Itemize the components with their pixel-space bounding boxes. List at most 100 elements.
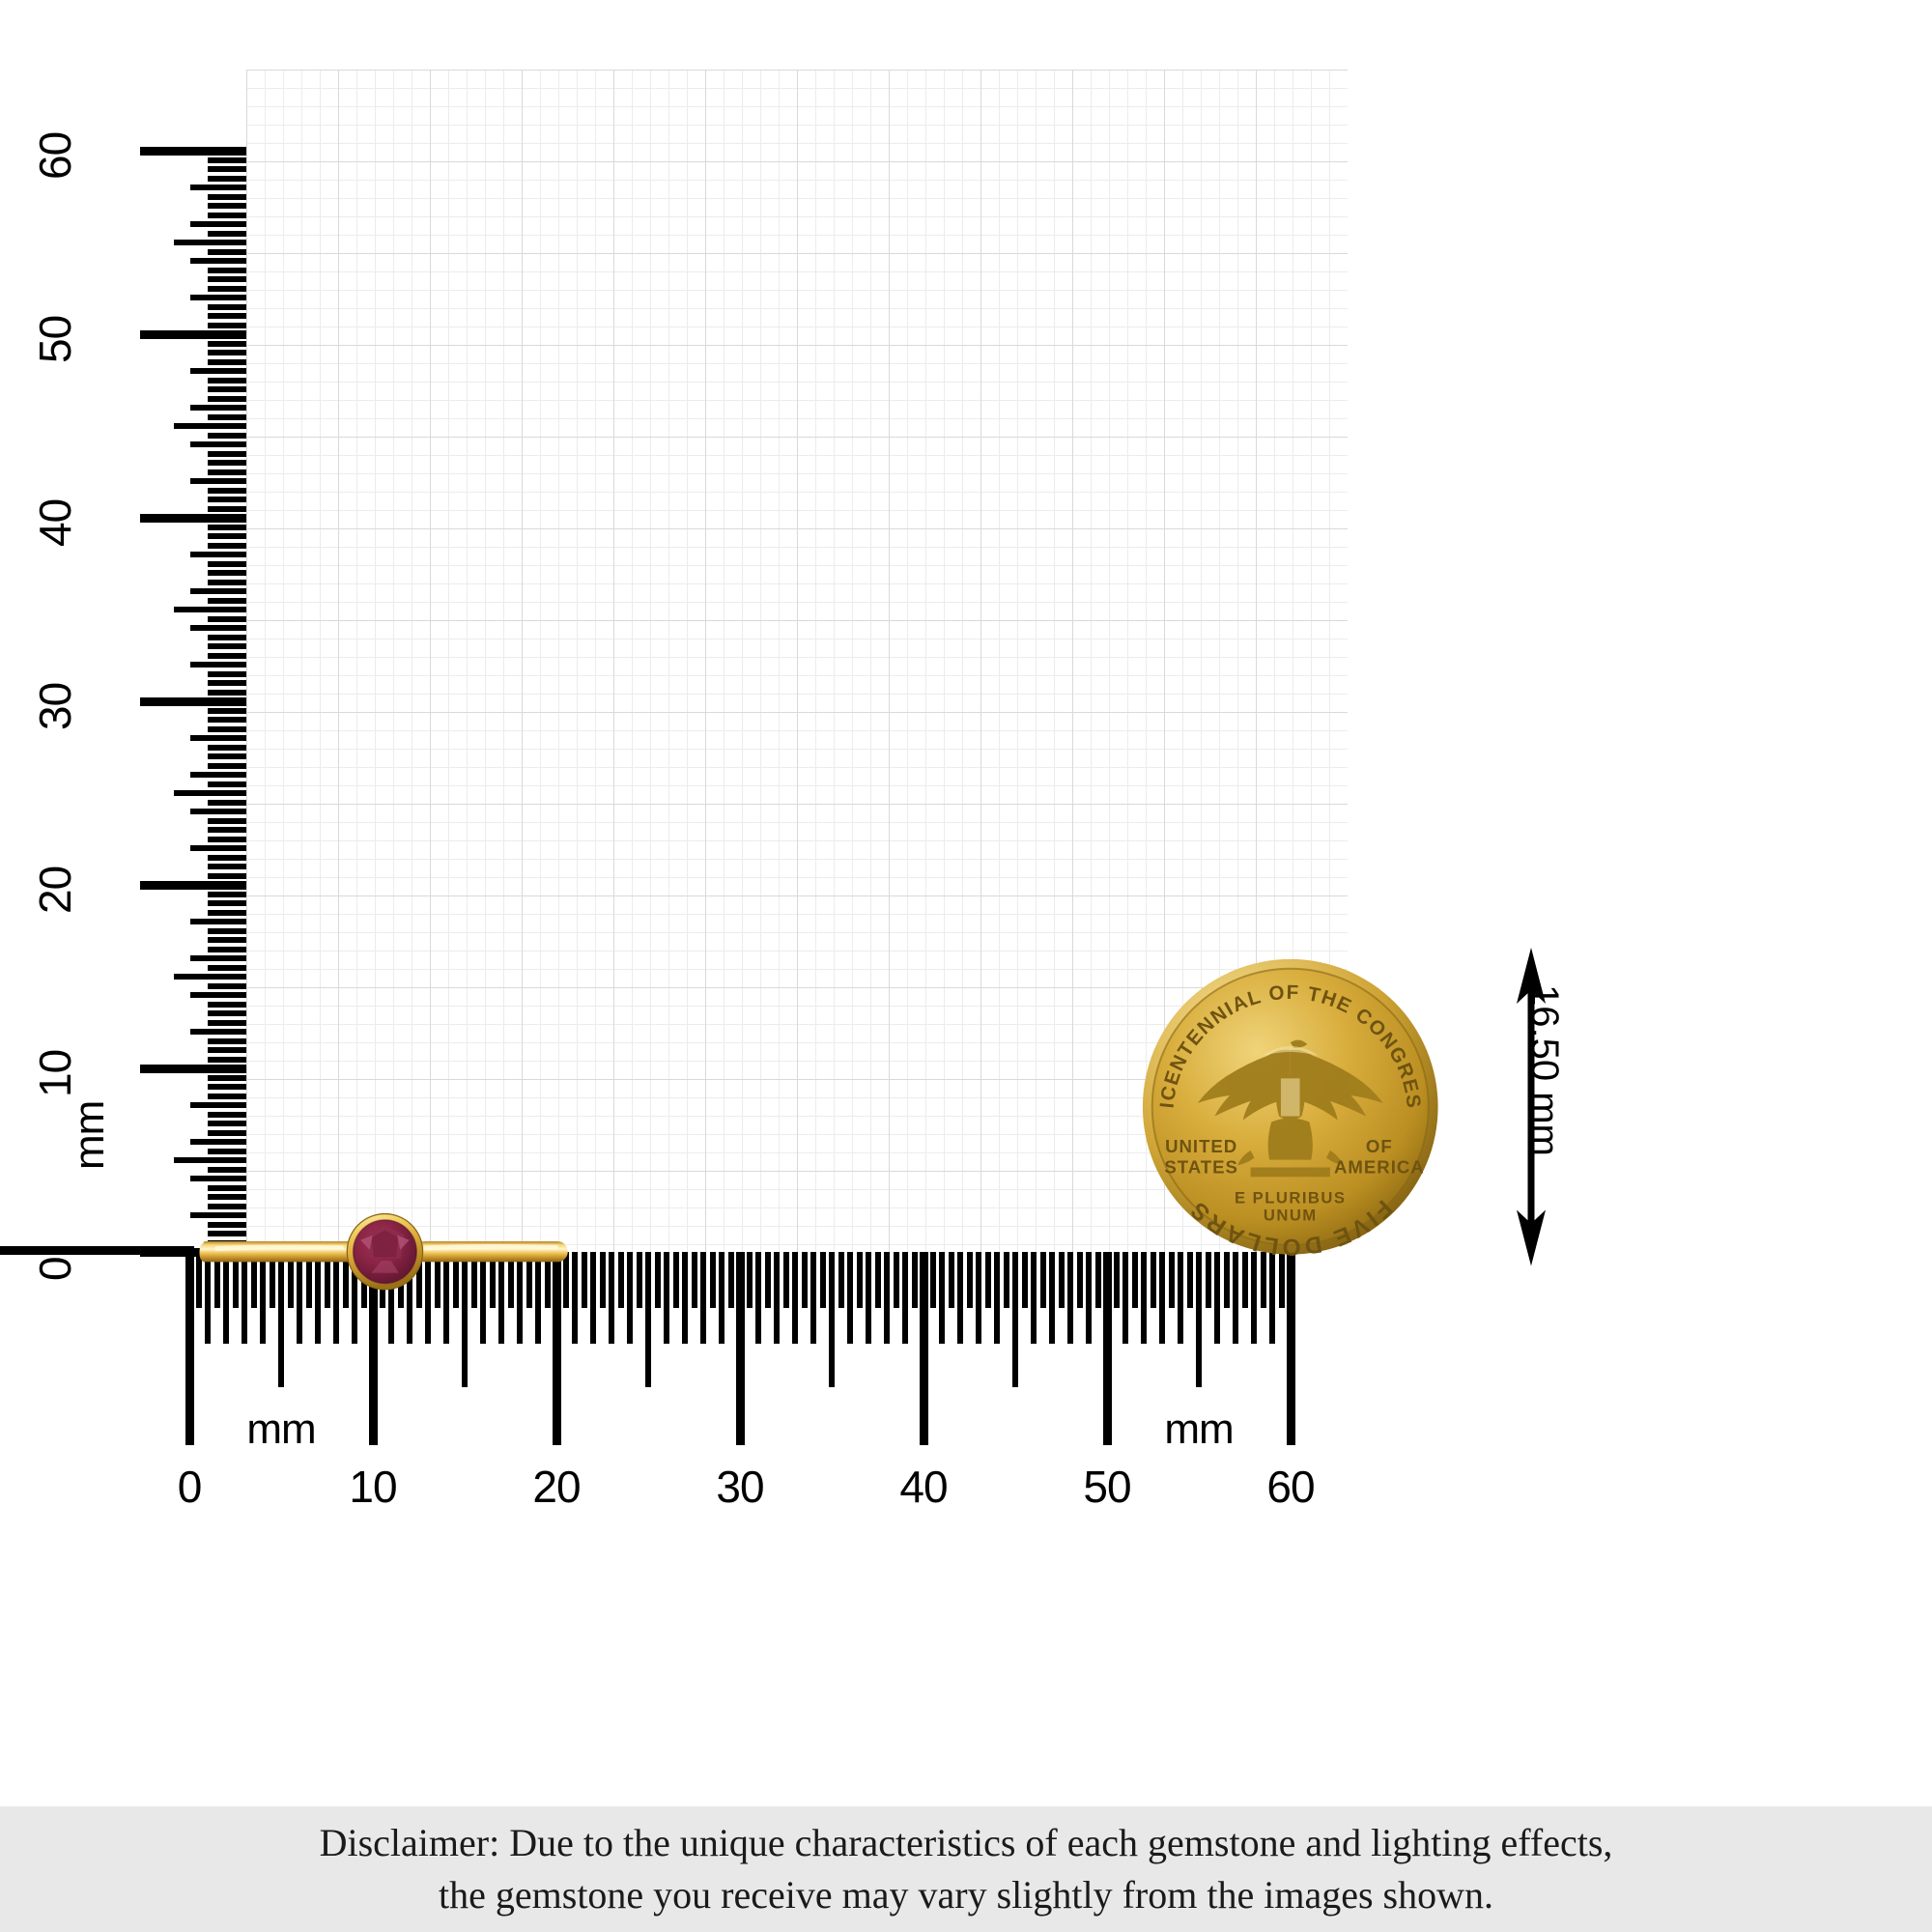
hruler-half-tick: [250, 1252, 257, 1308]
vruler-half-tick: [208, 1019, 246, 1026]
hruler-half-tick: [489, 1252, 496, 1308]
hruler-minor-tick: [352, 1252, 357, 1344]
hruler-mid-tick: [1196, 1252, 1202, 1387]
hruler-half-tick: [544, 1252, 551, 1308]
vruler-half-tick: [208, 1166, 246, 1173]
hruler-half-tick: [1241, 1252, 1248, 1308]
eagle-highlight: [1262, 1046, 1320, 1117]
vruler-half-tick: [208, 322, 246, 328]
vruler-half-tick: [208, 505, 246, 512]
hruler-half-tick: [746, 1252, 753, 1308]
hruler-mid-tick: [829, 1252, 835, 1387]
vruler-minor-tick: [190, 772, 246, 778]
vruler-minor-tick: [208, 386, 246, 392]
vruler-half-tick: [208, 1074, 246, 1081]
vruler-minor-tick: [190, 1176, 246, 1181]
coin-united-text: UNITED: [1165, 1136, 1237, 1156]
hruler-minor-tick: [810, 1252, 816, 1344]
hruler-minor-tick: [572, 1252, 578, 1344]
vruler-minor-tick: [190, 992, 246, 998]
vruler-half-tick: [208, 817, 246, 824]
vruler-minor-tick: [190, 735, 246, 741]
coin-states-text: STATES: [1165, 1156, 1239, 1177]
hruler-minor-tick: [480, 1252, 486, 1344]
vruler-half-tick: [208, 982, 246, 989]
vruler-minor-tick: [190, 405, 246, 411]
vruler-major-tick: [140, 513, 246, 523]
vruler-half-tick: [208, 597, 246, 604]
ring-product-image: [197, 1172, 575, 1323]
vruler-minor-tick: [190, 221, 246, 227]
vruler-minor-tick: [208, 276, 246, 282]
hruler-label: 10: [349, 1462, 397, 1512]
horizontal-ruler: 0 10 20 30 40 50 60 mm mm: [0, 1246, 1932, 1555]
vruler-half-tick: [208, 432, 246, 439]
hruler-half-tick: [636, 1252, 642, 1308]
vruler-half-tick: [208, 487, 246, 494]
hruler-half-tick: [415, 1252, 422, 1308]
hruler-half-tick: [966, 1252, 973, 1308]
hruler-minor-tick: [1159, 1252, 1165, 1344]
vruler-half-tick: [208, 799, 246, 806]
hruler-half-tick: [1003, 1252, 1009, 1308]
hruler-half-tick: [305, 1252, 312, 1308]
hruler-major-tick: [368, 1252, 378, 1445]
hruler-minor-tick: [884, 1252, 890, 1344]
ring-gemstone-bezel: [346, 1213, 423, 1291]
vruler-half-tick: [208, 762, 246, 769]
vruler-label: 40: [30, 498, 80, 547]
hruler-major-tick: [919, 1252, 928, 1445]
vertical-ruler: 60 50 40 30 20 10 0 mm: [0, 0, 251, 1281]
hruler-half-tick: [929, 1252, 936, 1308]
vruler-half-tick: [208, 854, 246, 861]
hruler-half-tick: [709, 1252, 716, 1308]
vruler-major-tick: [140, 1064, 246, 1073]
hruler-minor-tick: [1178, 1252, 1183, 1344]
vruler-minor-tick: [190, 919, 246, 924]
hruler-minor-tick: [407, 1252, 412, 1344]
hruler-half-tick: [819, 1252, 826, 1308]
ring-band: [199, 1241, 568, 1263]
hruler-minor-tick: [260, 1252, 266, 1344]
vruler-minor-tick: [208, 753, 246, 759]
hruler-minor-tick: [976, 1252, 981, 1344]
vruler-half-tick: [208, 836, 246, 842]
vruler-half-tick: [208, 891, 246, 897]
vruler-half-tick: [208, 689, 246, 696]
ruler-origin-corner: [0, 1246, 194, 1255]
hruler-label: 40: [899, 1462, 948, 1512]
vruler-half-tick: [208, 964, 246, 971]
disclaimer-banner: Disclaimer: Due to the unique characteri…: [0, 1806, 1932, 1932]
vruler-minor-tick: [208, 1231, 246, 1236]
vruler-mid-tick: [174, 607, 246, 612]
hruler-half-tick: [782, 1252, 789, 1308]
coin-diameter-label: 16.50 mm: [1522, 984, 1566, 1156]
hruler-half-tick: [1131, 1252, 1138, 1308]
hruler-minor-tick: [333, 1252, 339, 1344]
hruler-minor-tick: [902, 1252, 908, 1344]
vruler-half-tick: [208, 358, 246, 365]
hruler-minor-tick: [627, 1252, 633, 1344]
vruler-half-tick: [208, 377, 246, 384]
hruler-half-tick: [581, 1252, 587, 1308]
hruler-minor-tick: [994, 1252, 1000, 1344]
hruler-minor-tick: [223, 1252, 229, 1344]
vruler-half-tick: [208, 1056, 246, 1063]
ring-graphic: [199, 1213, 568, 1291]
vruler-half-tick: [208, 1093, 246, 1099]
vruler-half-tick: [208, 1203, 246, 1209]
hruler-half-tick: [874, 1252, 881, 1308]
hruler-half-tick: [1076, 1252, 1083, 1308]
vruler-minor-tick: [208, 864, 246, 869]
hruler-half-tick: [342, 1252, 349, 1308]
hruler-minor-tick: [755, 1252, 761, 1344]
hruler-label: 20: [532, 1462, 581, 1512]
vruler-half-tick: [208, 267, 246, 273]
vruler-minor-tick: [190, 625, 246, 631]
hruler-major-tick: [735, 1252, 745, 1445]
vruler-minor-tick: [208, 643, 246, 649]
hruler-minor-tick: [792, 1252, 798, 1344]
vruler-half-tick: [208, 450, 246, 457]
vruler-minor-tick: [190, 809, 246, 814]
